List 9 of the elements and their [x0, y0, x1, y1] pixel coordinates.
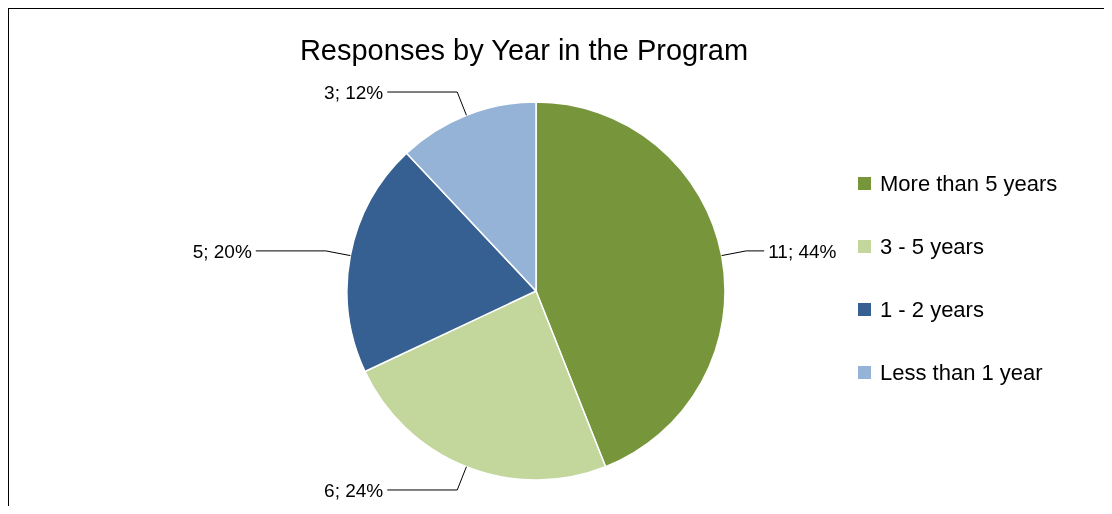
- legend-label: 1 - 2 years: [880, 296, 984, 322]
- legend-label: 3 - 5 years: [880, 233, 984, 259]
- data-label: 6; 24%: [324, 479, 384, 501]
- data-label: 11; 44%: [768, 240, 837, 262]
- data-label: 3; 12%: [324, 81, 384, 103]
- data-label: 5; 20%: [192, 240, 252, 262]
- chart-title: Responses by Year in the Program: [299, 34, 749, 66]
- legend-label: Less than 1 year: [880, 359, 1043, 385]
- legend-label: More than 5 years: [880, 170, 1058, 196]
